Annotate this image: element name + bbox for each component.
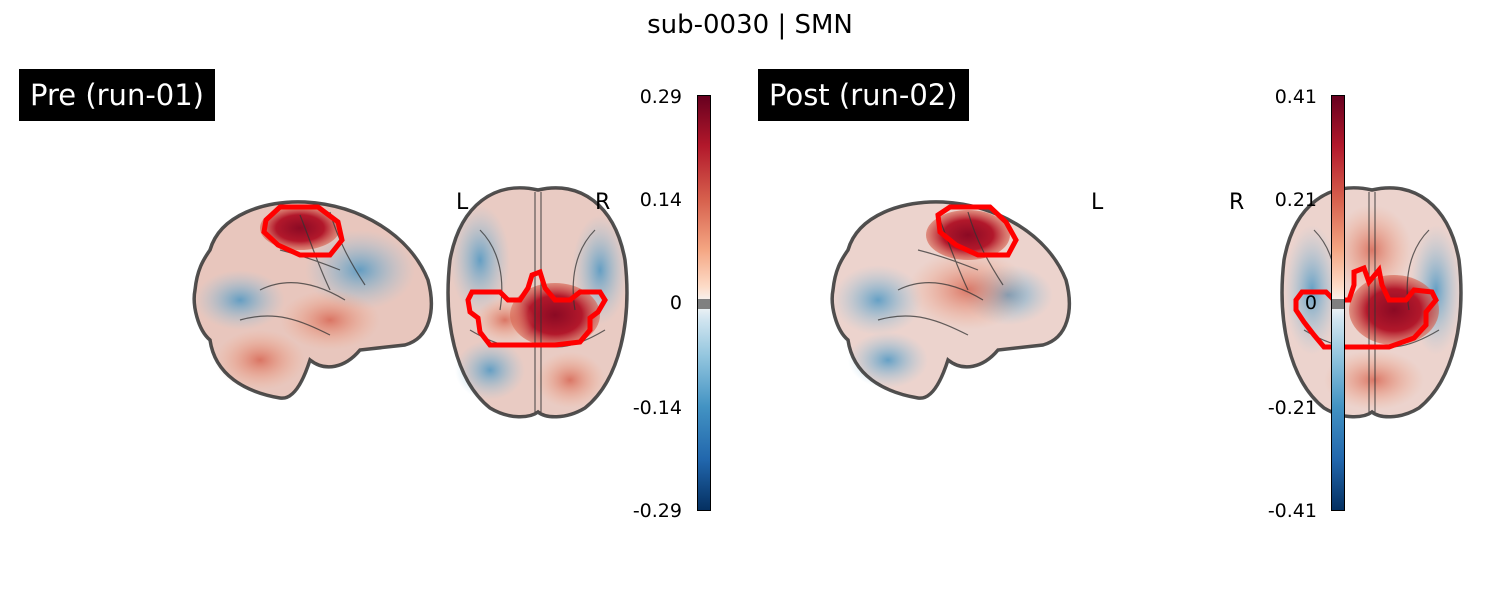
right-hemisphere-letter: R <box>1229 190 1245 215</box>
panel-label: Post (run-02) <box>758 69 969 121</box>
colorbar-tick: -0.14 <box>632 397 682 419</box>
colorbar-threshold-band <box>698 299 710 309</box>
panel-pre: Pre (run-01) <box>19 69 711 522</box>
left-hemisphere-letter: L <box>1091 190 1104 215</box>
panel-post: Post (run-02) <box>740 0 1500 600</box>
glass-brain-pre <box>192 186 629 419</box>
sagittal-view <box>830 200 1072 400</box>
colorbar-tick: 0.41 <box>1274 86 1317 108</box>
colorbar-tick: 0 <box>1304 292 1317 314</box>
glass-brain-post <box>830 186 1463 419</box>
left-hemisphere-letter: L <box>456 190 469 215</box>
axial-view <box>446 186 629 419</box>
colorbar-tick: -0.29 <box>632 500 682 522</box>
colorbar-threshold-band <box>1332 299 1344 309</box>
panel-label: Pre (run-01) <box>19 69 215 121</box>
axial-view <box>1280 186 1463 419</box>
colorbar-tick: -0.41 <box>1267 500 1317 522</box>
colorbar-tick: 0 <box>669 292 682 314</box>
colorbar-tick: 0.29 <box>639 86 682 108</box>
colorbar-tick: 0.14 <box>639 189 682 211</box>
colorbar-tick: 0.21 <box>1274 189 1317 211</box>
sagittal-view <box>192 200 434 400</box>
colorbar-tick: -0.21 <box>1267 397 1317 419</box>
colorbar <box>1331 95 1345 511</box>
right-hemisphere-letter: R <box>595 190 611 215</box>
figure-title: sub-0030 | SMN <box>647 10 853 40</box>
colorbar <box>697 95 711 511</box>
